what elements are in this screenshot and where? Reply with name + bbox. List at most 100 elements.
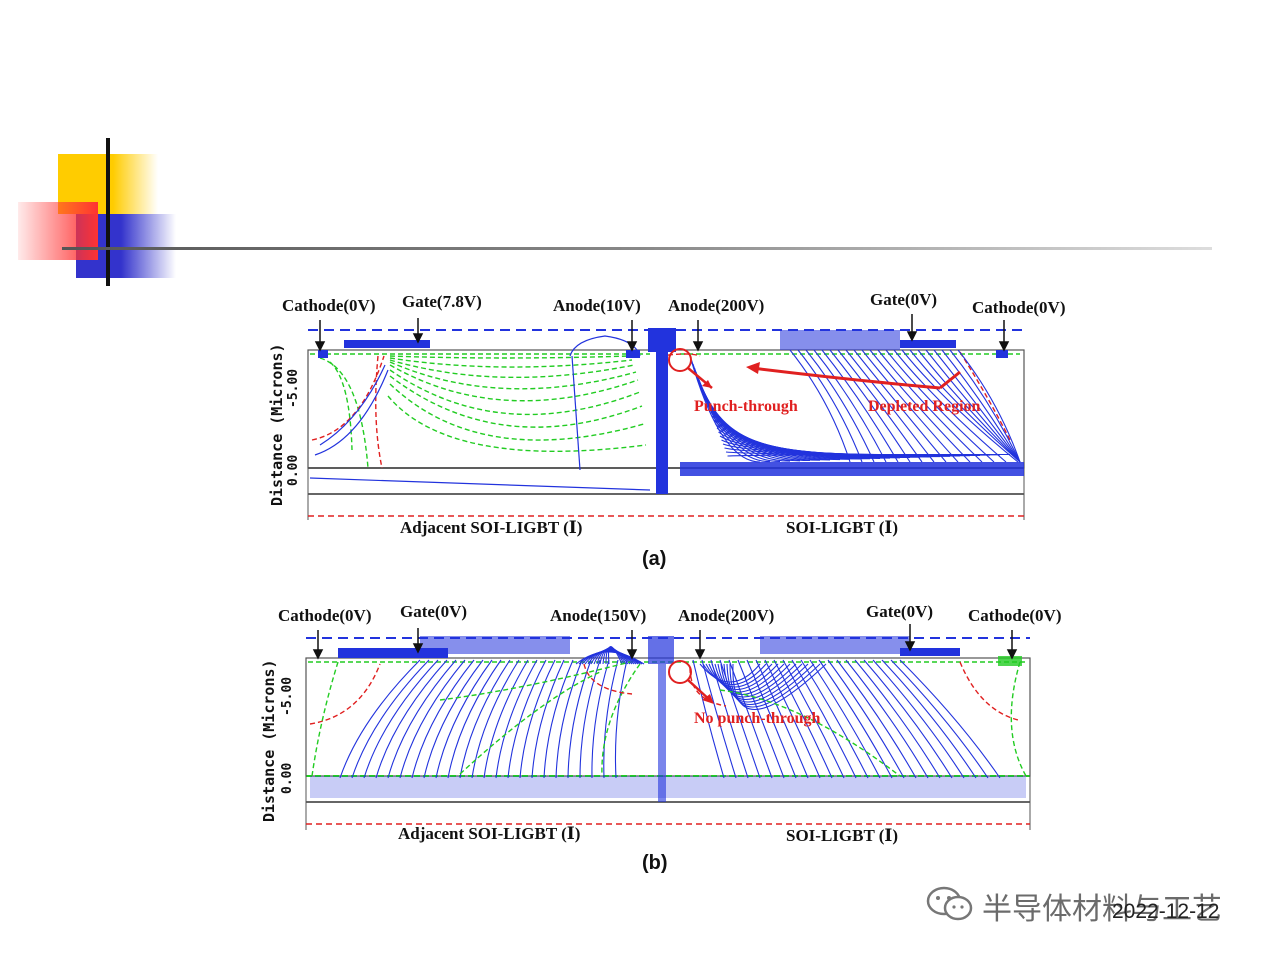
equipotential-line xyxy=(901,349,1019,463)
equipotential-line xyxy=(435,659,493,779)
panel-b-label-cathode-left: Cathode(0V) xyxy=(278,606,372,625)
equipotential-line xyxy=(519,659,556,779)
equipotential-line xyxy=(717,663,797,698)
panel-b-caption: (b) xyxy=(642,852,668,874)
panel-a-bottom-right-label: SOI-LIGBT (Ⅰ) xyxy=(786,518,899,537)
panel-a-green-contours xyxy=(319,355,647,469)
equipotential-line xyxy=(737,659,785,779)
panel-b-bottom-right-label: SOI-LIGBT (Ⅰ) xyxy=(786,826,899,845)
panel-b-label-anode-left: Anode(150V) xyxy=(550,606,647,625)
equipotential-line xyxy=(941,349,1021,463)
equipotential-line xyxy=(746,659,797,779)
panel-a-punch-circle xyxy=(668,348,692,372)
equipotential-line xyxy=(805,349,875,463)
equipotential-line xyxy=(614,659,628,779)
equipotential-line xyxy=(893,349,1007,463)
equipotential-line xyxy=(899,659,1001,779)
equipotential-line xyxy=(723,663,809,703)
equipotential-line xyxy=(925,349,1021,463)
equipotential-line xyxy=(863,659,953,779)
panel-a-label-cathode-right: Cathode(0V) xyxy=(972,298,1066,317)
panel-b-label-anode-right: Anode(200V) xyxy=(678,606,775,625)
equipotential-line xyxy=(729,663,821,708)
panel-b-y-tick-1: -5.00 xyxy=(280,676,295,716)
deco-vertical-line xyxy=(106,138,110,286)
panel-b-electrode-arrows xyxy=(312,624,1018,660)
equipotential-line xyxy=(471,659,520,779)
equipotential-line xyxy=(732,663,827,711)
equipotential-line xyxy=(483,659,529,779)
panel-a-annotation-punch: Punch-through xyxy=(694,398,798,415)
equipotential-line xyxy=(797,349,863,463)
panel-a-center-pillar xyxy=(648,328,676,352)
equipotential-line xyxy=(829,349,911,463)
equipotential-line xyxy=(917,349,1021,463)
equipotential-line xyxy=(459,659,511,779)
equipotential-line xyxy=(791,659,857,779)
panel-b-red-junction xyxy=(309,661,1019,725)
equipotential-line xyxy=(575,651,645,665)
equipotential-line xyxy=(821,349,899,463)
deco-horizontal-line xyxy=(62,247,1212,250)
equipotential-line xyxy=(957,349,1021,463)
equipotential-line xyxy=(861,349,959,463)
panel-b-y-axis-label: Distance (Microns) xyxy=(260,659,278,822)
equipotential-line xyxy=(411,659,475,779)
panel-b-plot xyxy=(305,624,1031,830)
panel-a-blue-left xyxy=(309,335,651,491)
equipotential-line xyxy=(607,645,623,665)
slide-decoration xyxy=(18,138,1212,286)
equipotential-line xyxy=(789,349,851,463)
panel-a-plot xyxy=(307,314,1025,520)
panel-a-annotation-depleted: Depleted Region xyxy=(868,398,981,415)
equipotential-line xyxy=(423,659,484,779)
panel-a-label-anode-right: Anode(200V) xyxy=(668,296,765,315)
equipotential-line xyxy=(764,659,821,779)
wechat-icon xyxy=(926,886,973,921)
equipotential-line xyxy=(845,349,935,463)
panel-a-label-cathode-left: Cathode(0V) xyxy=(282,296,376,315)
equipotential-line xyxy=(854,659,941,779)
equipotential-line xyxy=(701,659,737,779)
panel-b-blue-contours xyxy=(339,645,1001,779)
equipotential-line xyxy=(837,349,923,463)
equipotential-line xyxy=(728,659,773,779)
equipotential-line xyxy=(555,659,583,779)
panel-b-label-gate-right: Gate(0V) xyxy=(866,602,934,621)
panel-b-label-gate-left: Gate(0V) xyxy=(400,602,468,621)
equipotential-line xyxy=(845,659,929,779)
equipotential-line xyxy=(869,349,971,463)
deco-red-square xyxy=(18,202,98,260)
equipotential-line xyxy=(603,659,619,779)
equipotential-line xyxy=(877,349,983,463)
equipotential-line xyxy=(495,659,538,779)
equipotential-line xyxy=(818,659,893,779)
equipotential-line xyxy=(933,349,1021,463)
panel-a-caption: (a) xyxy=(642,548,667,570)
equipotential-line xyxy=(949,349,1021,463)
panel-b-punch-circle xyxy=(668,660,692,684)
equipotential-line xyxy=(827,659,905,779)
panel-a-blue-right xyxy=(689,349,1021,463)
equipotential-line xyxy=(447,659,502,779)
equipotential-line xyxy=(714,663,791,696)
equipotential-line xyxy=(579,659,601,779)
equipotential-line xyxy=(726,663,815,705)
watermark-text: 半导体材料与工艺 xyxy=(982,892,1222,927)
panel-a-label-gate-left: Gate(7.8V) xyxy=(402,292,482,311)
equipotential-line xyxy=(836,659,917,779)
equipotential-line xyxy=(727,453,1011,457)
equipotential-line xyxy=(339,659,421,779)
equipotential-line xyxy=(507,659,547,779)
panel-b-bottom-left-label: Adjacent SOI-LIGBT (Ⅰ) xyxy=(398,824,581,843)
panel-a-electrode-arrows xyxy=(314,314,1010,352)
panel-b-green-contours xyxy=(311,661,1027,777)
panel-a-label-anode-left: Anode(10V) xyxy=(553,296,641,315)
equipotential-line xyxy=(885,349,995,463)
equipotential-line xyxy=(375,659,448,779)
equipotential-line xyxy=(813,349,887,463)
equipotential-line xyxy=(708,663,779,690)
panel-a-label-gate-right: Gate(0V) xyxy=(870,290,938,309)
equipotential-line xyxy=(809,659,881,779)
equipotential-line xyxy=(719,659,761,779)
